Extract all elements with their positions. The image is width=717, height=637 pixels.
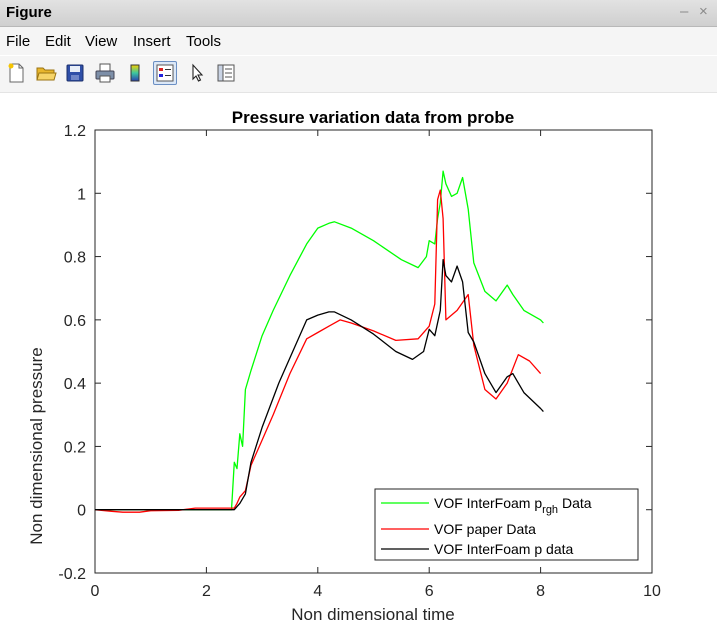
menu-insert[interactable]: Insert <box>133 33 171 50</box>
figure-canvas: Pressure variation data from probe 0 2 4 6 8… <box>0 93 717 632</box>
y-tick-label: 0 <box>77 503 86 520</box>
legend-icon[interactable] <box>153 61 177 85</box>
x-tick-label: 6 <box>425 583 434 600</box>
legend-box <box>374 488 639 561</box>
y-tick-label: 0.4 <box>64 376 86 393</box>
print-icon[interactable] <box>94 62 116 84</box>
y-tick-label: 0.2 <box>64 439 86 456</box>
series-line-2 <box>95 259 544 511</box>
menu-bar: File Edit View Insert Tools <box>0 27 717 55</box>
x-tick-label: 0 <box>91 583 100 600</box>
legend-label-2: VOF InterFoam p data <box>434 541 573 557</box>
x-tick-label: 4 <box>313 583 322 600</box>
legend[interactable]: VOF InterFoam prgh Data VOF paper Data V… <box>374 488 639 561</box>
save-icon[interactable] <box>64 62 86 84</box>
x-tick-label: 10 <box>643 583 661 600</box>
y-tick-label: 1.2 <box>64 123 86 140</box>
y-tick-label: 1 <box>77 186 86 203</box>
legend-label-1: VOF paper Data <box>434 521 536 537</box>
series-line-0 <box>95 170 544 511</box>
plot-lines <box>94 170 544 513</box>
y-axis-label: Non dimensional pressure <box>27 347 46 545</box>
menu-tools[interactable]: Tools <box>186 33 222 50</box>
toolbar <box>0 56 717 93</box>
property-editor-icon[interactable] <box>215 62 237 84</box>
y-tick-label: -0.2 <box>58 566 86 583</box>
new-figure-icon[interactable] <box>6 62 28 84</box>
legend-label-0: VOF InterFoam prgh Data <box>434 495 592 516</box>
x-tick-label: 2 <box>202 583 211 600</box>
pointer-icon[interactable] <box>186 62 208 84</box>
y-tick-label: 0.8 <box>64 250 86 267</box>
menu-file[interactable]: File <box>6 33 31 50</box>
x-axis-label: Non dimensional time <box>291 605 454 624</box>
x-tick-label: 8 <box>536 583 545 600</box>
menu-edit[interactable]: Edit <box>45 33 71 50</box>
open-file-icon[interactable] <box>35 62 57 84</box>
minimize-button[interactable]: – <box>680 3 689 20</box>
chart-title: Pressure variation data from probe <box>232 108 514 127</box>
chart: Pressure variation data from probe 0 2 4 6 8… <box>27 108 661 624</box>
y-tick-label: 0.6 <box>64 313 86 330</box>
colorbar-icon[interactable] <box>124 62 146 84</box>
series-line-1 <box>94 189 542 513</box>
window-title: Figure <box>6 4 52 21</box>
window-title-bar: Figure – × <box>0 0 717 27</box>
menu-view[interactable]: View <box>85 33 118 50</box>
close-button[interactable]: × <box>699 3 708 20</box>
